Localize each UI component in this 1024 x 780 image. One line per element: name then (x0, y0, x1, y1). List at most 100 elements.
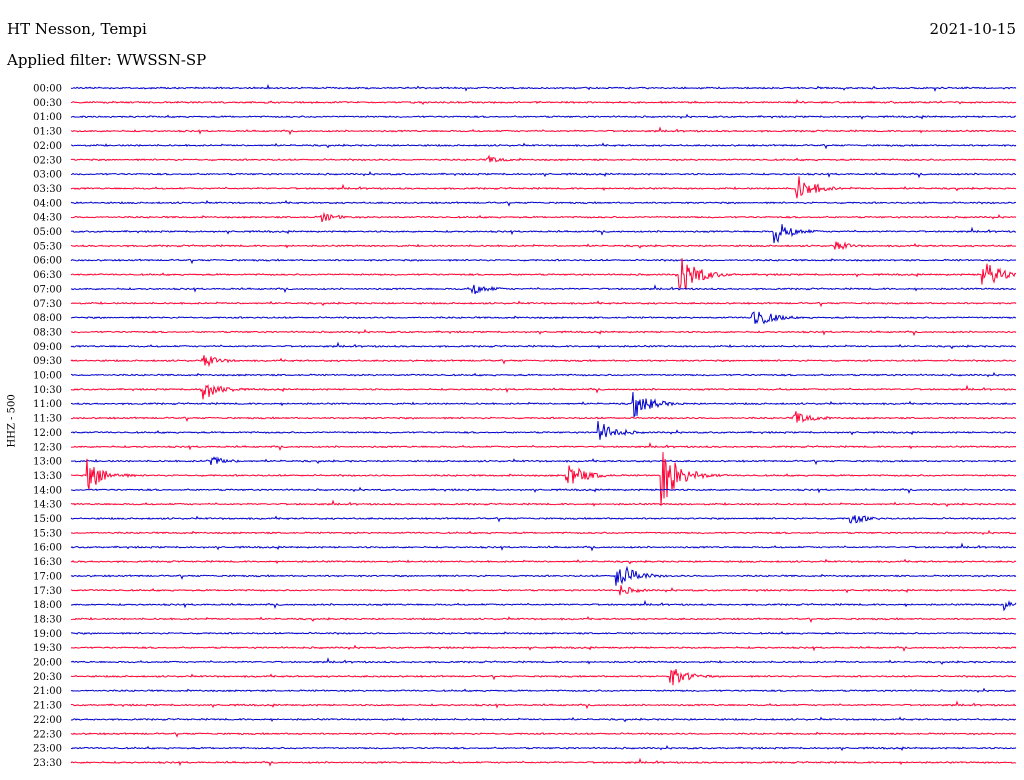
trace-row (70, 411, 1016, 423)
time-label: 09:30 (33, 356, 62, 367)
trace-row (70, 113, 1017, 120)
time-label: 14:00 (33, 485, 62, 496)
time-label: 05:00 (33, 227, 62, 238)
trace-row (70, 565, 1017, 586)
time-label: 11:00 (33, 399, 62, 410)
time-label: 11:30 (33, 414, 62, 425)
trace-row (70, 311, 1017, 325)
time-label: 18:00 (33, 600, 62, 611)
time-label: 14:30 (33, 500, 62, 511)
trace-row (70, 731, 1017, 738)
trace-row (70, 176, 1017, 199)
trace-row (70, 371, 1017, 378)
time-label: 16:00 (33, 543, 62, 554)
trace-row (70, 142, 1017, 150)
trace-row (70, 529, 1017, 536)
trace-row (70, 700, 1017, 710)
trace-row (70, 83, 1017, 92)
time-label: 15:30 (33, 528, 62, 539)
trace-row (70, 126, 1017, 136)
trace-row (70, 757, 1017, 767)
time-label: 23:30 (33, 758, 62, 769)
time-label: 12:00 (33, 428, 62, 439)
time-label: 19:00 (33, 629, 62, 640)
trace-row (70, 258, 1017, 290)
trace-row (70, 716, 1017, 723)
trace-row (70, 631, 1017, 635)
trace-row (70, 224, 1017, 244)
trace-row (70, 170, 1017, 179)
station-title: HT Nesson, Tempi (7, 20, 147, 38)
time-label: 02:30 (33, 155, 62, 166)
trace-row (70, 486, 1017, 495)
time-label: 04:30 (33, 213, 62, 224)
trace-row (70, 258, 1017, 265)
time-label: 17:00 (33, 571, 62, 582)
time-label: 10:30 (33, 385, 62, 396)
time-label: 04:00 (33, 198, 62, 209)
trace-row (70, 241, 1016, 251)
time-label: 22:30 (33, 729, 62, 740)
time-label: 13:30 (33, 471, 62, 482)
trace-row (70, 392, 1017, 418)
time-label: 12:30 (33, 442, 62, 453)
time-label: 00:30 (33, 98, 62, 109)
trace-row (70, 328, 1017, 337)
trace-row (70, 441, 1017, 452)
time-label: 02:00 (33, 141, 62, 152)
time-label: 21:30 (33, 701, 62, 712)
time-label: 13:00 (33, 457, 62, 468)
trace-row (70, 211, 1017, 223)
trace-row (70, 744, 1017, 752)
time-label: 19:30 (33, 643, 62, 654)
trace-row (70, 284, 1017, 295)
trace-row (70, 657, 1017, 665)
time-label: 23:00 (33, 744, 62, 755)
trace-row (70, 668, 1017, 686)
trace-row (70, 199, 1017, 207)
date-label: 2021-10-15 (929, 20, 1016, 38)
trace-row (70, 452, 1017, 506)
time-label: 07:30 (33, 299, 62, 310)
time-label: 08:00 (33, 313, 62, 324)
trace-row (70, 341, 1017, 350)
time-label: 08:30 (33, 327, 62, 338)
trace-row (70, 515, 1017, 524)
trace-row (70, 154, 1017, 163)
trace-row (70, 585, 1017, 596)
time-labels: 00:00 00:30 01:00 01:30 02:00 02:30 03:00 03:30… (33, 84, 62, 769)
trace-row (70, 300, 1017, 308)
time-label: 18:30 (33, 614, 62, 625)
time-label: 01:00 (33, 112, 62, 123)
time-label: 09:00 (33, 342, 62, 353)
filter-label: Applied filter: WWSSN-SP (7, 51, 207, 69)
time-label: 15:00 (33, 514, 62, 525)
time-label: 06:30 (33, 270, 62, 281)
time-label: 16:30 (33, 557, 62, 568)
trace-row (70, 456, 1017, 466)
time-label: 17:30 (33, 586, 62, 597)
time-label: 05:30 (33, 241, 62, 252)
trace-row (70, 355, 1017, 368)
time-label: 01:30 (33, 127, 62, 138)
time-label: 10:00 (33, 371, 62, 382)
time-label: 22:00 (33, 715, 62, 726)
trace-row (70, 687, 1017, 694)
trace-row (70, 499, 1017, 508)
trace-row (70, 384, 1017, 400)
time-label: 06:00 (33, 256, 62, 267)
seismic-traces (70, 83, 1017, 767)
trace-row (70, 558, 1017, 565)
trace-row (70, 542, 1017, 552)
trace-row (70, 599, 1017, 612)
time-label: 20:00 (33, 658, 62, 669)
trace-row (70, 98, 1017, 105)
time-label: 03:00 (33, 170, 62, 181)
time-label: 00:00 (33, 84, 62, 95)
time-label: 07:00 (33, 284, 62, 295)
time-label: 20:30 (33, 672, 62, 683)
trace-row (70, 644, 1017, 652)
time-label: 03:30 (33, 184, 62, 195)
trace-row (70, 420, 1017, 440)
